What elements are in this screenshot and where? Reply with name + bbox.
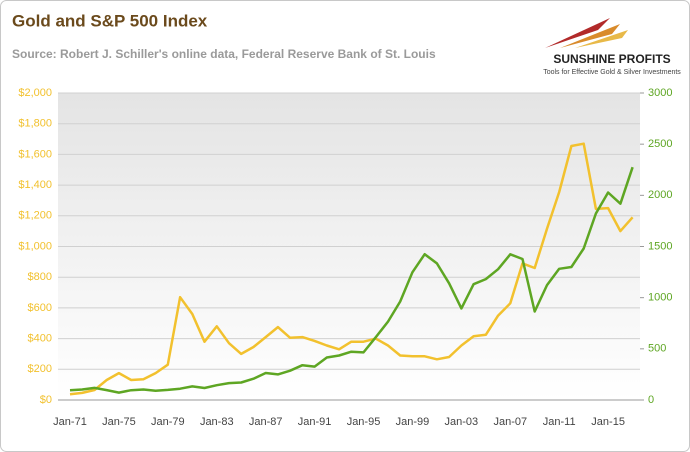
y-tick-label: $1,600 (18, 148, 52, 160)
x-tick-label: Jan-83 (200, 416, 234, 428)
y-tick-label: $800 (28, 271, 52, 283)
x-tick-label: Jan-15 (591, 416, 625, 428)
x-tick-label: Jan-11 (543, 416, 576, 428)
y-tick-label: $1,400 (18, 179, 52, 191)
y-tick-label: $400 (28, 333, 52, 345)
y2-tick-label: 0 (648, 394, 654, 406)
x-tick-label: Jan-87 (249, 416, 283, 428)
x-tick-label: Jan-95 (347, 416, 381, 428)
logo-tagline: Tools for Effective Gold & Silver Invest… (543, 69, 681, 76)
y2-tick-label: 3000 (648, 87, 672, 99)
chart-title: Gold and S&P 500 Index (12, 11, 208, 30)
y-tick-label: $0 (40, 394, 52, 406)
x-tick-label: Jan-71 (53, 416, 87, 428)
y-tick-label: $1,200 (18, 210, 52, 222)
y-tick-label: $200 (28, 363, 52, 375)
x-tick-label: Jan-03 (445, 416, 479, 428)
y2-tick-label: 1000 (648, 292, 672, 304)
x-tick-label: Jan-91 (298, 416, 332, 428)
y-tick-label: $600 (28, 302, 52, 314)
y-tick-label: $2,000 (18, 87, 52, 99)
x-tick-label: Jan-79 (151, 416, 185, 428)
logo: SUNSHINE PROFITS Tools for Effective Gol… (543, 18, 681, 76)
x-tick-label: Jan-99 (396, 416, 430, 428)
y2-tick-label: 1500 (648, 240, 672, 252)
x-tick-label: Jan-75 (102, 416, 136, 428)
y-tick-label: $1,800 (18, 118, 52, 130)
y2-tick-label: 500 (648, 343, 666, 355)
chart-subtitle: Source: Robert J. Schiller's online data… (12, 47, 436, 61)
y-tick-label: $1,000 (18, 240, 52, 252)
series-line (69, 166, 634, 394)
y2-tick-label: 2500 (648, 138, 672, 150)
x-tick-label: Jan-07 (493, 416, 527, 428)
series-line (69, 142, 634, 396)
y2-tick-label: 2000 (648, 189, 672, 201)
logo-name: SUNSHINE PROFITS (553, 52, 670, 66)
